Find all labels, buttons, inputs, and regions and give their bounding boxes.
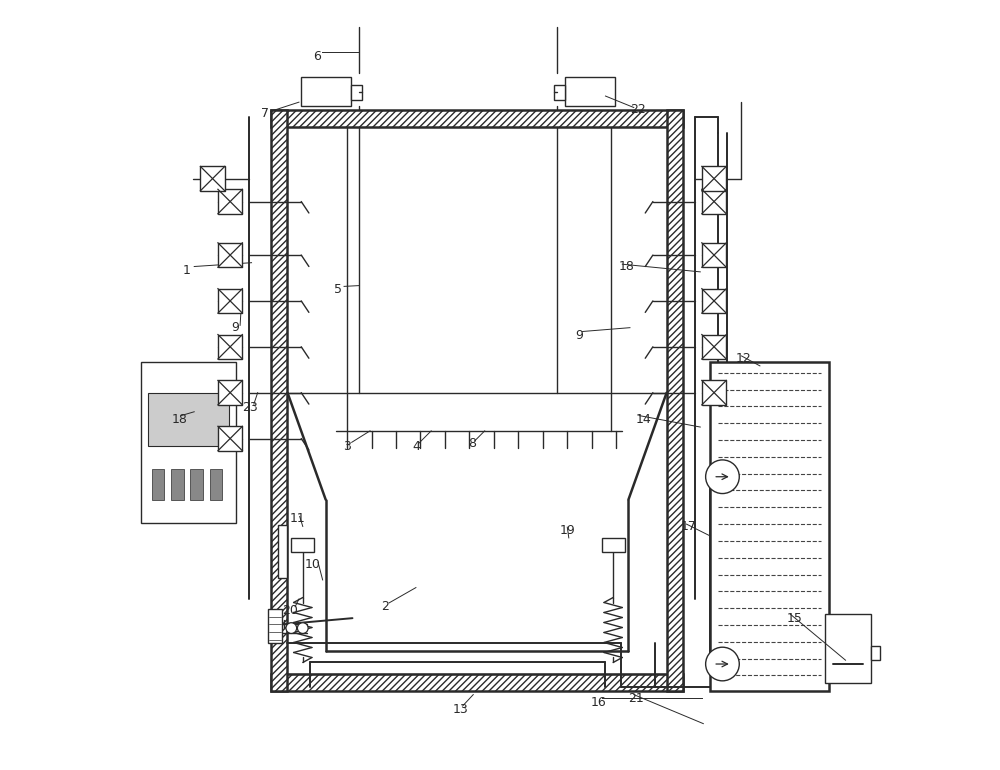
Text: 8: 8: [468, 437, 476, 450]
Bar: [714, 603, 779, 626]
Bar: [602, 538, 625, 551]
Text: 9: 9: [575, 329, 583, 342]
Bar: [291, 538, 314, 551]
Bar: [702, 380, 726, 405]
Bar: [825, 614, 871, 683]
Bar: [218, 334, 242, 359]
Text: 9: 9: [231, 321, 239, 334]
Bar: [200, 166, 225, 191]
Bar: [271, 110, 683, 126]
Text: 20: 20: [282, 604, 298, 617]
Bar: [218, 189, 242, 214]
Text: 4: 4: [412, 440, 420, 453]
Text: 1: 1: [183, 264, 191, 277]
Bar: [271, 674, 683, 691]
Text: 18: 18: [618, 260, 634, 273]
Bar: [667, 110, 683, 691]
Text: 10: 10: [305, 558, 321, 571]
Text: 23: 23: [242, 401, 258, 414]
Bar: [710, 362, 829, 691]
Text: 6: 6: [313, 50, 321, 63]
Bar: [218, 243, 242, 267]
Bar: [554, 85, 565, 100]
Bar: [268, 609, 282, 644]
Circle shape: [297, 623, 308, 634]
Bar: [218, 380, 242, 405]
Bar: [702, 166, 726, 191]
Text: 18: 18: [171, 413, 187, 426]
Text: 19: 19: [560, 524, 575, 537]
Bar: [210, 469, 222, 500]
Bar: [301, 77, 351, 106]
Text: 2: 2: [382, 600, 389, 613]
Bar: [218, 289, 242, 313]
Bar: [171, 469, 184, 500]
Bar: [351, 85, 362, 100]
Circle shape: [706, 648, 739, 681]
Bar: [287, 126, 667, 674]
Bar: [702, 243, 726, 267]
Text: 3: 3: [343, 440, 351, 453]
Bar: [702, 289, 726, 313]
Circle shape: [706, 460, 739, 494]
Text: 5: 5: [334, 283, 342, 296]
Bar: [271, 110, 287, 691]
Text: 15: 15: [787, 611, 803, 624]
Bar: [148, 393, 229, 446]
Text: 12: 12: [735, 352, 751, 365]
Bar: [141, 362, 236, 523]
Bar: [278, 525, 287, 578]
Circle shape: [286, 623, 297, 634]
Text: 14: 14: [636, 413, 652, 426]
Text: 11: 11: [290, 512, 306, 525]
Bar: [190, 469, 203, 500]
Bar: [152, 469, 164, 500]
Bar: [871, 647, 880, 660]
Text: 17: 17: [680, 520, 696, 533]
Bar: [565, 77, 615, 106]
Bar: [702, 334, 726, 359]
Text: 16: 16: [590, 696, 606, 708]
Text: 13: 13: [453, 703, 468, 716]
Text: 7: 7: [261, 107, 269, 120]
Bar: [702, 189, 726, 214]
Text: 21: 21: [628, 692, 644, 705]
Bar: [218, 427, 242, 450]
Text: 22: 22: [630, 103, 646, 116]
